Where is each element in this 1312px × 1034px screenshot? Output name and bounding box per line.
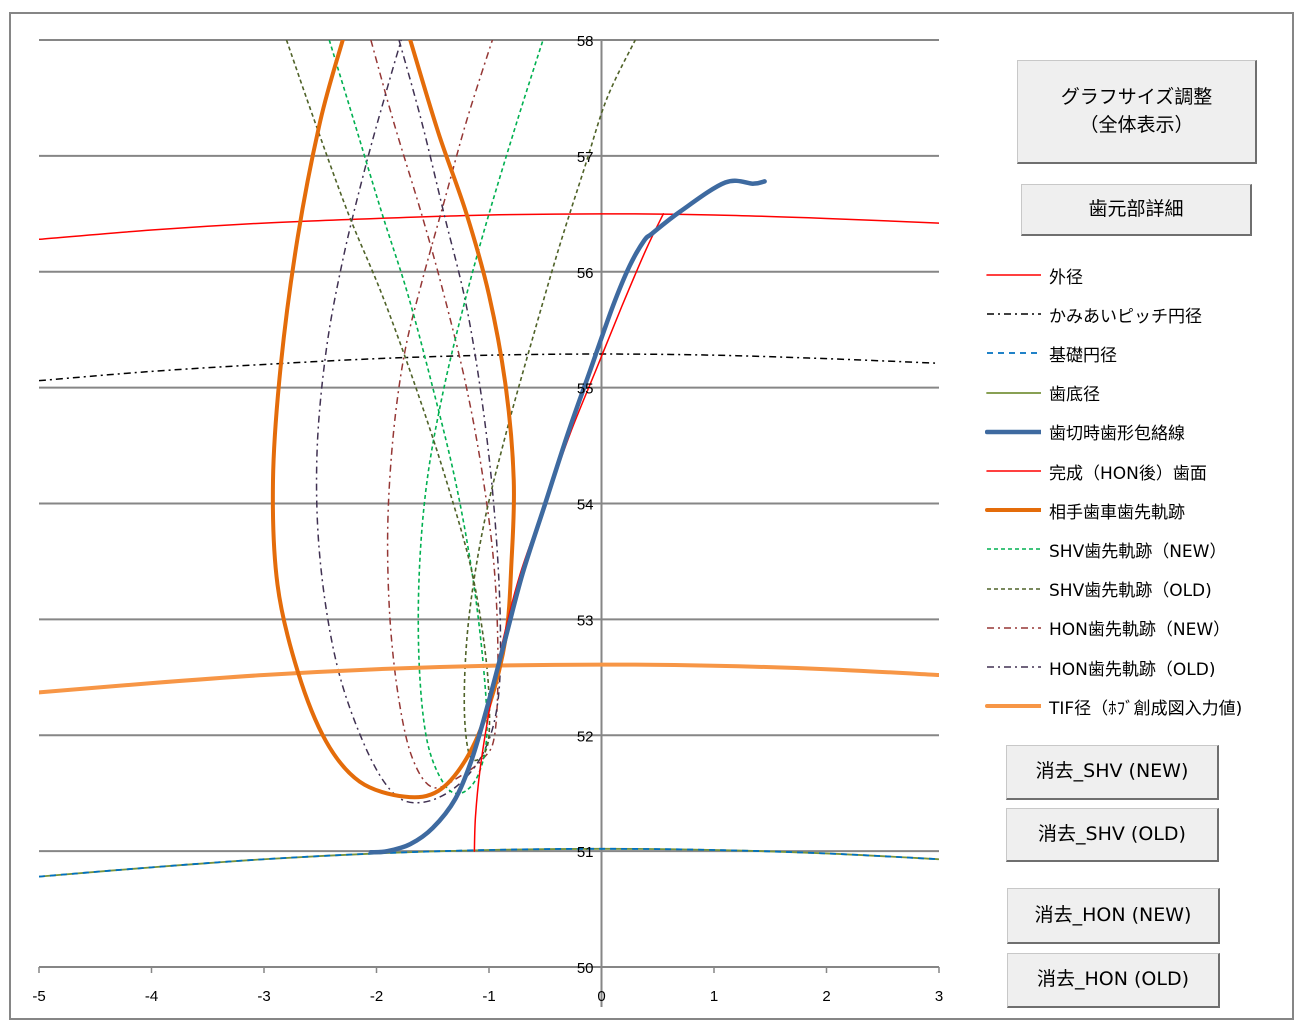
- legend-item: 歯切時歯形包絡線: [985, 420, 1185, 444]
- series-line: [315, 40, 502, 804]
- y-tick-label: 51: [577, 844, 594, 861]
- legend-item: 相手歯車歯先軌跡: [985, 498, 1185, 523]
- x-tick-label: 2: [822, 988, 830, 1005]
- legend-swatch-icon: [987, 352, 1041, 355]
- legend-label: HON歯先軌跡（NEW）: [1049, 620, 1231, 641]
- x-tick-label: -2: [370, 988, 383, 1005]
- legend-label: HON歯先軌跡（OLD): [1049, 659, 1216, 680]
- legend-label: 歯底径: [1049, 385, 1100, 406]
- series-line: [39, 353, 939, 382]
- legend-label: 完成（HON後）歯面: [1049, 463, 1207, 484]
- legend-label: かみあいピッチ円径: [1049, 306, 1202, 327]
- legend-item: 基礎円径: [985, 341, 1117, 366]
- legend-swatch-icon: [987, 666, 1041, 668]
- clear-shv-new-button[interactable]: 消去_SHV (NEW): [1006, 745, 1219, 800]
- y-tick-label: 58: [577, 33, 594, 50]
- legend-swatch-icon: [985, 704, 1041, 709]
- clear-shv-old-button[interactable]: 消去_SHV (OLD): [1006, 808, 1219, 862]
- legend-swatch-icon: [987, 548, 1041, 551]
- legend-label: 相手歯車歯先軌跡: [1049, 502, 1185, 523]
- gridlines: [39, 39, 939, 853]
- legend-item: HON歯先軌跡（NEW）: [985, 616, 1230, 640]
- series-line: [368, 178, 767, 855]
- y-tick-label: 57: [577, 149, 594, 166]
- y-tick-label: 55: [577, 381, 594, 398]
- legend-label: 基礎円径: [1049, 345, 1117, 366]
- legend-item: HON歯先軌跡（OLD): [985, 655, 1216, 680]
- legend-item: かみあいピッチ円径: [985, 302, 1202, 327]
- series-line: [270, 40, 517, 800]
- legend-swatch-icon: [986, 391, 1041, 394]
- tick-labels: -5 -4 -3 -2 -1 0 1 2 3 50 51 52 53 54 55 56 57 58: [32, 33, 943, 1005]
- x-tick-label: -4: [145, 988, 158, 1005]
- series-line: [39, 662, 939, 695]
- clear-hon-new-button[interactable]: 消去_HON (NEW): [1007, 888, 1220, 944]
- legend-swatch-icon: [985, 429, 1041, 435]
- legend-label: SHV歯先軌跡（OLD): [1049, 581, 1212, 602]
- series-line: [39, 847, 939, 878]
- clear-hon-old-button[interactable]: 消去_HON (OLD): [1007, 953, 1220, 1008]
- data-series: [39, 40, 939, 878]
- series-line: [473, 213, 665, 852]
- legend-item: TIF径（ﾎﾌﾞ創成図入力値): [985, 694, 1243, 719]
- y-tick-label: 52: [577, 728, 594, 745]
- legend-item: SHV歯先軌跡（NEW）: [985, 537, 1227, 562]
- x-tick-label: -5: [32, 988, 45, 1005]
- legend-swatch-icon: [986, 470, 1041, 472]
- x-tick-label: 3: [935, 988, 943, 1005]
- legend-label: TIF径（ﾎﾌﾞ創成図入力値): [1049, 698, 1243, 719]
- y-tick-label: 54: [577, 497, 594, 514]
- legend-label: 外径: [1049, 267, 1083, 288]
- legend-swatch-icon: [987, 627, 1041, 629]
- y-tick-label: 56: [577, 265, 594, 282]
- series-line: [39, 213, 939, 241]
- legend-item: 外径: [985, 263, 1083, 288]
- legend-item: 完成（HON後）歯面: [985, 459, 1207, 484]
- legend-item: 歯底径: [985, 381, 1100, 405]
- series-line: [39, 847, 939, 878]
- legend-swatch-icon: [987, 313, 1041, 315]
- y-tick-label: 50: [577, 960, 594, 977]
- legend-swatch-icon: [985, 508, 1041, 513]
- legend-item: SHV歯先軌跡（OLD): [985, 577, 1212, 601]
- legend-swatch-icon: [987, 587, 1041, 590]
- series-line: [285, 40, 636, 762]
- x-tick-label: 1: [710, 988, 718, 1005]
- legend-label: 歯切時歯形包絡線: [1049, 424, 1185, 445]
- x-tick-label: 0: [597, 988, 605, 1005]
- x-tick-label: -1: [482, 988, 495, 1005]
- series-line: [370, 40, 499, 789]
- x-tick-label: -3: [257, 988, 270, 1005]
- root-detail-button[interactable]: 歯元部詳細: [1021, 184, 1252, 236]
- y-tick-label: 53: [577, 612, 594, 629]
- axes: [38, 40, 940, 1007]
- legend-label: SHV歯先軌跡（NEW）: [1049, 541, 1227, 562]
- legend-swatch-icon: [986, 274, 1041, 276]
- graph-size-adjust-button[interactable]: グラフサイズ調整 （全体表示）: [1017, 60, 1257, 164]
